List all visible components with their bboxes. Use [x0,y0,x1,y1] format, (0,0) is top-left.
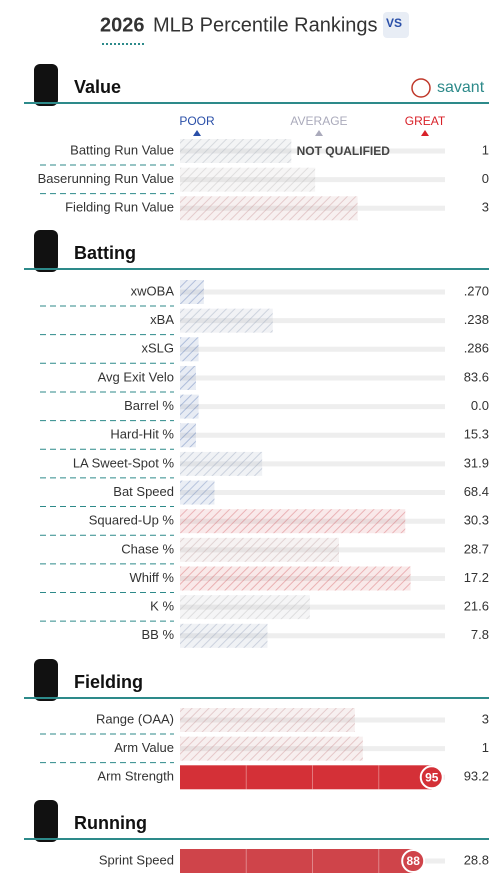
percentile-bar [180,423,196,448]
stat-value: 0.0 [471,398,489,413]
section-title: Batting [74,243,136,263]
section-icon-trophy [34,64,58,106]
stat-value: 93.2 [464,769,489,784]
percentile-bar [180,708,355,732]
stat-value: 7.8 [471,627,489,642]
percentile-bar [180,480,215,505]
percentile-label: 88 [407,854,421,868]
row-label: Bat Speed [113,484,174,499]
percentile-badge [419,765,444,790]
row-label: Fielding Run Value [65,200,174,215]
row-label: Batting Run Value [70,142,174,157]
row-label: Arm Strength [97,769,174,784]
row-label: Range (OAA) [96,711,174,726]
stat-value: 3 [482,200,489,215]
legend-great: GREAT [405,114,446,128]
row-label: BB % [141,627,174,642]
percentile-bar [180,566,411,591]
stat-value: 83.6 [464,369,489,384]
section-title: Fielding [74,672,143,692]
percentile-bar [180,736,363,761]
year: 2026 [100,14,145,36]
percentile-bar [180,280,204,304]
legend-marker [193,130,201,136]
percentile-bar [180,139,292,163]
percentile-bar [180,337,199,362]
stat-value: 1 [482,740,489,755]
vs-logo-text: VS [386,16,402,30]
stat-value: 1 [482,142,489,157]
percentile-bar [180,509,406,534]
percentile-bar [180,308,273,333]
stat-value: 0 [482,171,489,186]
section-icon-fielder [34,659,58,701]
legend-average: AVERAGE [290,114,347,128]
row-label: Hard-Hit % [110,427,174,442]
row-label: xBA [150,312,174,327]
percentile-bar [180,595,310,620]
row-label: xwOBA [131,283,175,298]
percentile-badge [401,849,426,873]
percentile-bar [180,849,414,873]
stat-value: 17.2 [464,570,489,585]
percentile-bar [180,451,263,476]
stat-value: 28.7 [464,541,489,556]
stat-value: .238 [464,312,489,327]
brand: savant [437,79,485,96]
percentile-bar [180,623,268,648]
row-label: Chase % [121,541,174,556]
section-title: Running [74,813,147,833]
legend-marker [421,130,429,136]
row-label: LA Sweet-Spot % [73,455,175,470]
title: MLB Percentile Rankings [153,14,378,36]
percentile-bar [180,765,432,790]
section-title: Value [74,77,121,97]
percentile-bar [180,196,358,221]
stat-value: 3 [482,711,489,726]
percentile-bar [180,365,196,390]
percentile-label: 95 [425,770,439,784]
stat-value: 68.4 [464,484,489,499]
row-label: Whiff % [129,570,174,585]
stat-value: .286 [464,341,489,356]
percentile-bar [180,167,316,192]
legend-marker [315,130,323,136]
percentile-bar [180,394,199,419]
stat-value: 30.3 [464,513,489,528]
percentile-bar [180,537,339,562]
row-label: Arm Value [114,740,174,755]
section-icon-batter [34,230,58,272]
row-label: Sprint Speed [99,852,174,867]
row-label: Baserunning Run Value [38,171,174,186]
row-label: K % [150,599,174,614]
row-label: Squared-Up % [89,513,175,528]
row-label: xSLG [141,341,174,356]
vs-logo [383,12,409,38]
section-icon-runner [34,800,58,842]
legend-poor: POOR [179,114,215,128]
row-label: Barrel % [124,398,174,413]
stat-value: 31.9 [464,455,489,470]
row-note: NOT QUALIFIED [297,144,391,158]
stat-value: 21.6 [464,599,489,614]
stat-value: .270 [464,283,489,298]
row-label: Avg Exit Velo [98,369,174,384]
savant-icon [411,78,431,98]
stat-value: 15.3 [464,427,489,442]
stat-value: 28.8 [464,852,489,867]
